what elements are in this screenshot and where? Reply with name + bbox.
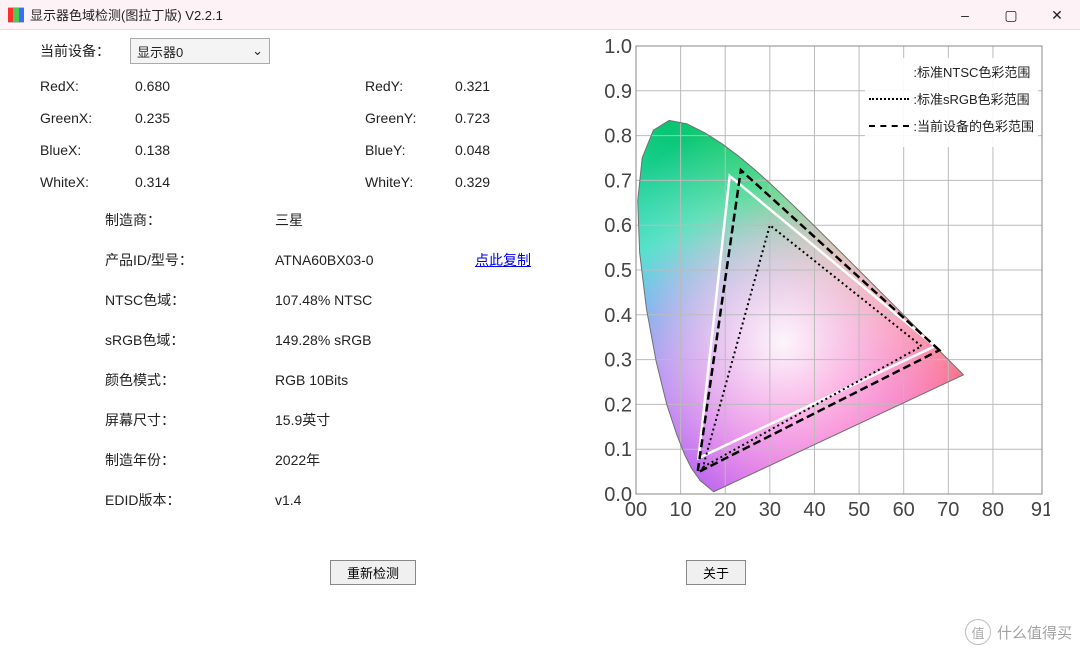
whitey-value: 0.329 [455, 174, 545, 190]
svg-text:0.5: 0.5 [604, 260, 632, 282]
year-label: 制造年份： [105, 450, 275, 470]
cie-chart: 1.00.90.80.70.60.50.40.30.20.10.00010203… [590, 38, 1050, 538]
svg-text:0.1: 0.1 [604, 439, 632, 461]
svg-text:00: 00 [625, 499, 647, 521]
redx-value: 0.680 [135, 78, 235, 94]
greenx-label: GreenX: [40, 110, 135, 126]
legend-ntsc: :标准NTSC色彩范围 [913, 62, 1030, 81]
ntsc-value: 107.48% NTSC [275, 292, 475, 308]
svg-text:70: 70 [937, 499, 959, 521]
srgb-label: sRGB色域： [105, 330, 275, 350]
svg-text:0.4: 0.4 [604, 305, 632, 327]
details-grid: 制造商： 三星 产品ID/型号： ATNA60BX03-0 点此复制 NTSC色… [105, 210, 580, 510]
window-title: 显示器色域检测(图拉丁版) V2.2.1 [30, 5, 223, 24]
svg-text:0.7: 0.7 [604, 170, 632, 192]
colormode-value: RGB 10Bits [275, 372, 475, 388]
greeny-label: GreenY: [365, 110, 455, 126]
model-label: 产品ID/型号： [105, 250, 275, 270]
svg-text:30: 30 [759, 499, 781, 521]
window-controls: – ▢ ✕ [942, 0, 1080, 30]
redetect-button[interactable]: 重新检测 [330, 560, 416, 585]
svg-text:91: 91 [1031, 499, 1050, 521]
svg-text:1.0: 1.0 [604, 38, 632, 58]
close-button[interactable]: ✕ [1034, 0, 1080, 30]
minimize-button[interactable]: – [942, 0, 988, 30]
svg-text:0.6: 0.6 [604, 215, 632, 237]
year-value: 2022年 [275, 450, 475, 470]
legend-device: :当前设备的色彩范围 [913, 116, 1034, 135]
srgb-value: 149.28% sRGB [275, 332, 475, 348]
device-selected: 显示器0 [137, 42, 183, 61]
bluey-value: 0.048 [455, 142, 545, 158]
redy-value: 0.321 [455, 78, 545, 94]
app-icon [8, 7, 24, 23]
watermark-badge: 值 [965, 619, 991, 645]
device-selector-row: 当前设备： 显示器0 ⌄ [40, 38, 580, 64]
bluex-value: 0.138 [135, 142, 235, 158]
chromaticity-grid: RedX: 0.680 RedY: 0.321 GreenX: 0.235 Gr… [40, 78, 580, 190]
greeny-value: 0.723 [455, 110, 545, 126]
redy-label: RedY: [365, 78, 455, 94]
colormode-label: 颜色模式： [105, 370, 275, 390]
watermark-text: 什么值得买 [997, 622, 1072, 643]
about-button[interactable]: 关于 [686, 560, 746, 585]
watermark: 值 什么值得买 [965, 619, 1072, 645]
svg-text:0.9: 0.9 [604, 81, 632, 103]
device-select[interactable]: 显示器0 ⌄ [130, 38, 270, 64]
edid-label: EDID版本： [105, 490, 275, 510]
maximize-button[interactable]: ▢ [988, 0, 1034, 30]
whitex-value: 0.314 [135, 174, 235, 190]
svg-text:20: 20 [714, 499, 736, 521]
svg-text:0.2: 0.2 [604, 394, 632, 416]
size-label: 屏幕尺寸： [105, 410, 275, 430]
greenx-value: 0.235 [135, 110, 235, 126]
whitex-label: WhiteX: [40, 174, 135, 190]
svg-text:0.8: 0.8 [604, 126, 632, 148]
copy-link[interactable]: 点此复制 [475, 250, 580, 270]
device-label: 当前设备： [40, 41, 110, 61]
redx-label: RedX: [40, 78, 135, 94]
maker-value: 三星 [275, 210, 475, 230]
svg-text:60: 60 [893, 499, 915, 521]
bluex-label: BlueX: [40, 142, 135, 158]
bluey-label: BlueY: [365, 142, 455, 158]
maker-label: 制造商： [105, 210, 275, 230]
svg-text:50: 50 [848, 499, 870, 521]
chevron-down-icon: ⌄ [252, 43, 263, 59]
legend-srgb: :标准sRGB色彩范围 [913, 89, 1029, 108]
model-value: ATNA60BX03-0 [275, 252, 475, 268]
chart-legend: :标准NTSC色彩范围 :标准sRGB色彩范围 :当前设备的色彩范围 [865, 58, 1038, 147]
ntsc-label: NTSC色域： [105, 290, 275, 310]
titlebar: 显示器色域检测(图拉丁版) V2.2.1 – ▢ ✕ [0, 0, 1080, 30]
svg-text:80: 80 [982, 499, 1004, 521]
svg-text:10: 10 [669, 499, 691, 521]
svg-text:0.3: 0.3 [604, 350, 632, 372]
svg-text:40: 40 [803, 499, 825, 521]
edid-value: v1.4 [275, 492, 475, 508]
size-value: 15.9英寸 [275, 410, 475, 430]
whitey-label: WhiteY: [365, 174, 455, 190]
